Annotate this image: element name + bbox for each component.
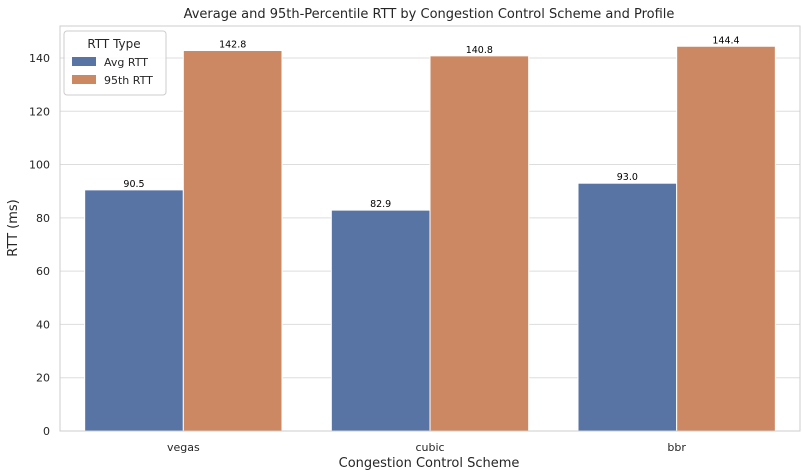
chart-title: Average and 95th-Percentile RTT by Conge… (184, 7, 675, 22)
y-tick-label: 0 (43, 425, 50, 438)
x-tick-label: vegas (167, 441, 200, 454)
x-axis-label: Congestion Control Scheme (339, 456, 520, 470)
bar-avg-rtt-bbr (577, 182, 678, 432)
data-label: 93.0 (617, 172, 638, 183)
data-labels: 90.5 142.8 82.9 140.8 93.0 144.4 (123, 35, 739, 210)
data-label: 90.5 (123, 179, 144, 190)
plot-frame (59, 25, 801, 432)
data-label: 140.8 (466, 45, 493, 56)
legend: RTT Type Avg RTT 95th RTT (63, 30, 167, 96)
x-axis-ticks: vegas cubic bbr (167, 441, 686, 454)
legend-label-avg-rtt: Avg RTT (104, 56, 148, 69)
y-tick-label: 20 (36, 372, 50, 385)
data-label: 144.4 (712, 35, 739, 46)
y-tick-label: 100 (29, 159, 50, 172)
bars (84, 45, 776, 432)
y-tick-label: 140 (29, 52, 50, 65)
data-label: 82.9 (370, 199, 391, 210)
x-tick-label: bbr (667, 441, 686, 454)
y-axis-label: RTT (ms) (6, 199, 21, 256)
bar-95th-rtt-cubic (429, 55, 530, 432)
legend-swatch-avg-rtt (72, 57, 96, 66)
bar-95th-rtt-vegas (182, 50, 283, 432)
bar-avg-rtt-vegas (84, 189, 184, 432)
y-tick-label: 60 (36, 265, 50, 278)
y-axis-ticks: 0 20 40 60 80 100 120 140 (29, 52, 50, 438)
y-tick-label: 120 (29, 105, 50, 118)
legend-swatch-95th-rtt (72, 75, 96, 84)
data-label: 142.8 (219, 40, 246, 51)
y-tick-label: 80 (36, 212, 50, 225)
legend-label-95th-rtt: 95th RTT (104, 74, 153, 87)
bar-avg-rtt-cubic (330, 209, 431, 432)
x-tick-label: cubic (415, 441, 444, 454)
y-tick-label: 40 (36, 318, 50, 331)
bar-95th-rtt-bbr (676, 45, 776, 432)
legend-title: RTT Type (87, 37, 140, 51)
